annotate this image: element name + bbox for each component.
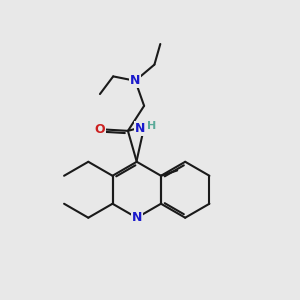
Text: N: N [135, 122, 146, 135]
Text: N: N [130, 74, 140, 87]
Text: N: N [132, 211, 142, 224]
Text: H: H [147, 121, 156, 131]
Text: O: O [94, 123, 105, 136]
